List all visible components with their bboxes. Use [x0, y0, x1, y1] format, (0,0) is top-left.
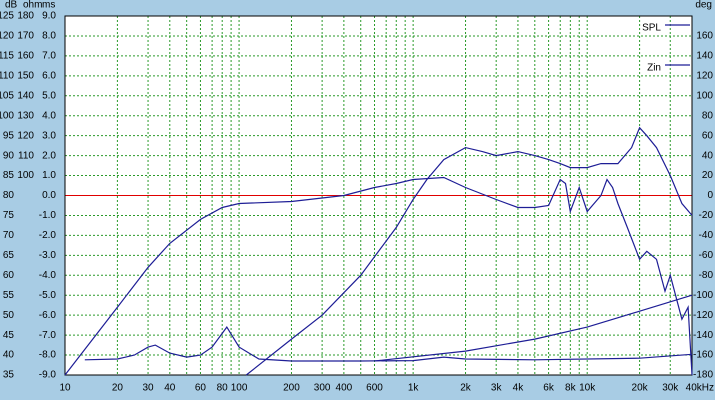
y-tick-label: 60 — [3, 270, 15, 281]
x-tick-label: 80 — [217, 383, 229, 394]
ms-tick-label: 1.0 — [42, 170, 56, 181]
y2-tick-label: -140 — [693, 330, 713, 341]
y-axis-label: dB — [5, 0, 18, 11]
ms-tick-label: -1.0 — [39, 210, 57, 221]
x-tick-label: 60 — [195, 383, 207, 394]
x-tick-label: 300 — [314, 383, 331, 394]
y2-axis-label: deg — [695, 0, 712, 11]
y2-tick-label: -100 — [693, 290, 713, 301]
legend-label: Zin — [647, 63, 661, 74]
ohm-tick-label: 110 — [18, 150, 34, 161]
ms-tick-label: 2.0 — [42, 150, 56, 161]
x-tick-label: 2k — [460, 383, 472, 394]
x-tick-label: 600 — [366, 383, 383, 394]
y2-tick-label: -20 — [699, 210, 714, 221]
y2-tick-label: -160 — [693, 350, 713, 361]
x-tick-label: 4k — [513, 383, 525, 394]
ms-tick-label: 6.0 — [42, 70, 56, 81]
ms-tick-label: -7.0 — [39, 330, 57, 341]
y-tick-label: 100 — [0, 110, 14, 121]
plot-frame — [64, 15, 693, 376]
y-tick-label: 35 — [3, 370, 15, 381]
x-tick-label: 30 — [142, 383, 154, 394]
ohm-tick-label: 150 — [17, 70, 34, 81]
series-line — [245, 126, 693, 376]
ms-axis-label: ms — [42, 0, 55, 11]
ohm-axis-label: ohm — [23, 0, 42, 11]
y-tick-label: 80 — [3, 190, 15, 201]
y-tick-label: 90 — [3, 150, 15, 161]
ms-tick-label: 0.0 — [42, 190, 56, 201]
y-tick-label: 115 — [0, 51, 14, 62]
x-tick-label: 20k — [632, 383, 649, 394]
series-line — [374, 294, 693, 362]
ohm-tick-label: 180 — [17, 11, 34, 22]
legend-label: SPL — [642, 23, 661, 34]
y2-tick-label: -60 — [699, 250, 714, 261]
y-tick-label: 40 — [3, 350, 15, 361]
y2-tick-label: 100 — [696, 90, 713, 101]
x-tick-label: 10k — [579, 383, 596, 394]
ms-tick-label: 5.0 — [42, 90, 56, 101]
x-tick-label: 40 — [164, 383, 176, 394]
series-line — [64, 176, 693, 376]
series-line — [84, 326, 693, 362]
x-tick-label: 200 — [283, 383, 300, 394]
y2-tick-label: 0 — [707, 190, 713, 201]
ms-tick-label: -4.0 — [39, 270, 57, 281]
ms-tick-label: -9.0 — [39, 370, 57, 381]
y2-tick-label: 40 — [702, 150, 714, 161]
y2-tick-label: 80 — [702, 110, 714, 121]
y-tick-label: 75 — [3, 210, 15, 221]
x-tick-label: 8k — [565, 383, 577, 394]
y2-tick-label: 20 — [702, 170, 714, 181]
y-tick-label: 65 — [3, 250, 15, 261]
x-tick-label: 1k — [408, 383, 420, 394]
ohm-tick-label: 140 — [17, 90, 34, 101]
y-tick-label: 120 — [0, 31, 14, 42]
ohm-tick-label: 100 — [17, 170, 34, 181]
y-tick-label: 125 — [0, 11, 14, 22]
y2-tick-label: -120 — [693, 310, 713, 321]
y-tick-label: 85 — [3, 170, 15, 181]
x-tick-label: 6k — [543, 383, 555, 394]
ohm-tick-label: 170 — [17, 31, 34, 42]
y2-tick-label: 60 — [702, 130, 714, 141]
x-tick-label: 400 — [336, 383, 353, 394]
ohm-tick-label: 130 — [17, 110, 34, 121]
ms-tick-label: 9.0 — [42, 11, 56, 22]
y-tick-label: 45 — [3, 330, 15, 341]
ohm-tick-label: 160 — [17, 51, 34, 62]
ms-tick-label: 3.0 — [42, 130, 56, 141]
y2-tick-label: -180 — [693, 370, 713, 381]
ms-tick-label: -2.0 — [39, 230, 57, 241]
y2-tick-label: 120 — [696, 70, 713, 81]
x-tick-label: 10 — [59, 383, 71, 394]
x-tick-label: 20 — [112, 383, 124, 394]
ms-tick-label: 4.0 — [42, 110, 56, 121]
y2-tick-label: -40 — [699, 230, 714, 241]
ms-tick-label: -5.0 — [39, 290, 57, 301]
ms-tick-label: 7.0 — [42, 51, 56, 62]
y2-tick-label: 140 — [696, 51, 713, 62]
ohm-tick-label: 120 — [17, 130, 34, 141]
y-tick-label: 70 — [3, 230, 15, 241]
ms-tick-label: -6.0 — [39, 310, 57, 321]
ms-tick-label: -8.0 — [39, 350, 57, 361]
ms-tick-label: 8.0 — [42, 31, 56, 42]
x-tick-label: 100 — [231, 383, 248, 394]
y-tick-label: 105 — [0, 90, 14, 101]
y-tick-label: 95 — [3, 130, 15, 141]
y-tick-label: 55 — [3, 290, 15, 301]
y-tick-label: 110 — [0, 70, 14, 81]
x-tick-label: 30k — [662, 383, 679, 394]
ms-tick-label: -3.0 — [39, 250, 57, 261]
y2-tick-label: 160 — [696, 31, 713, 42]
x-tick-label: 40kHz — [686, 383, 714, 394]
x-tick-label: 3k — [491, 383, 503, 394]
y2-tick-label: -80 — [699, 270, 714, 281]
y-tick-label: 50 — [3, 310, 15, 321]
